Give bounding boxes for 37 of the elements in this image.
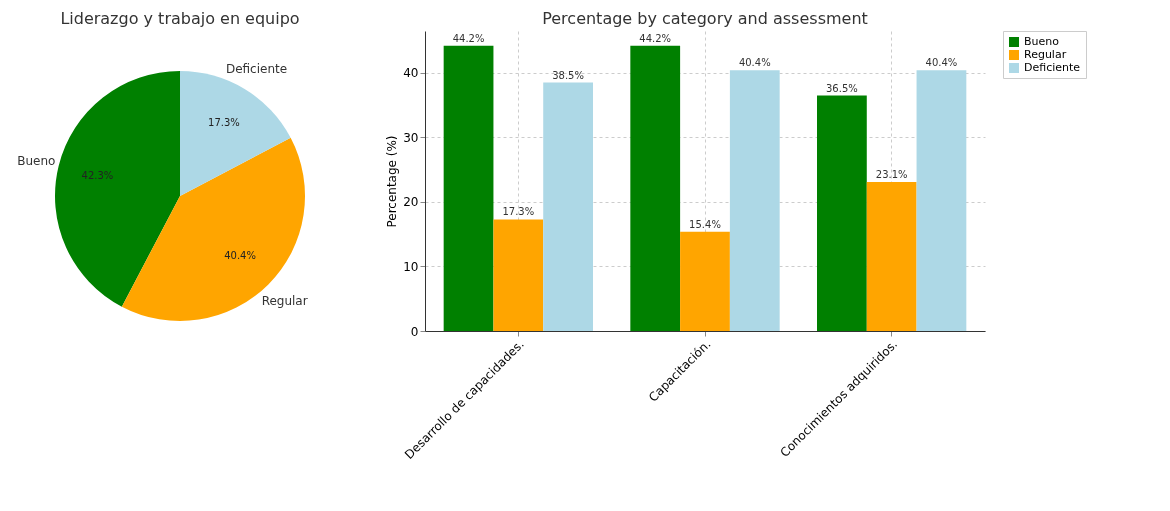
data-label: 40.4% [224, 250, 256, 262]
y-tick-label: 40 [403, 66, 419, 81]
bar [817, 95, 867, 331]
bar [729, 70, 780, 331]
bar [866, 181, 917, 331]
legend-label: Bueno [1024, 35, 1060, 48]
bar [443, 45, 494, 331]
chart-title: Liderazgo y trabajo en equipo [60, 9, 300, 28]
bar [680, 231, 730, 331]
data-label: 36.5% [826, 82, 858, 94]
data-label: 44.2% [452, 32, 485, 44]
bar [543, 82, 593, 331]
y-axis-title: Percentage (%) [385, 135, 400, 228]
y-tick-label: 30 [403, 130, 419, 145]
pie-slice [180, 71, 291, 196]
legend-label: Regular [1024, 48, 1067, 61]
data-label: 17.3% [502, 206, 535, 218]
bar [916, 70, 967, 331]
bar [630, 45, 681, 331]
chart-title: Percentage by category and assessment [542, 8, 868, 28]
slice-label: Regular [261, 293, 308, 308]
data-label: 23.1% [875, 168, 908, 180]
data-label: 38.5% [552, 69, 584, 81]
data-label: 15.4% [689, 218, 721, 230]
data-label: 44.2% [639, 32, 672, 44]
data-label: 17.3% [208, 117, 240, 129]
y-tick-label: 20 [403, 195, 419, 210]
slice-label: Deficiente [225, 62, 288, 77]
data-label: 40.4% [925, 57, 958, 69]
data-label: 40.4% [738, 57, 771, 69]
slice-label: Bueno [17, 153, 56, 168]
y-tick-label: 10 [403, 259, 419, 274]
legend-label: Deficiente [1024, 61, 1081, 74]
pie-slice [55, 71, 180, 307]
data-label: 42.3% [81, 169, 114, 181]
bar [493, 219, 544, 331]
y-tick-label: 0 [410, 324, 419, 339]
